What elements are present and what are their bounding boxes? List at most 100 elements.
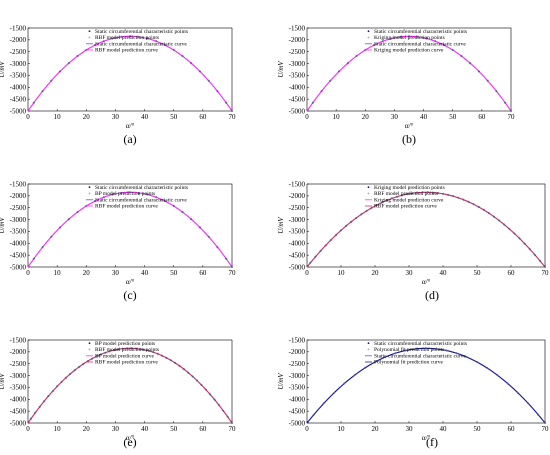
data-point-plus bbox=[431, 191, 434, 194]
data-point-plus bbox=[117, 348, 120, 351]
legend-swatch bbox=[88, 348, 91, 351]
x-tick-label: 40 bbox=[141, 269, 149, 277]
x-tick-label: 0 bbox=[26, 113, 30, 121]
data-point-plus bbox=[467, 200, 470, 204]
data-point-plus bbox=[497, 219, 501, 222]
legend-swatch bbox=[367, 192, 370, 195]
x-tick-label: 50 bbox=[474, 269, 482, 277]
x-tick-label: 20 bbox=[372, 425, 380, 433]
data-point-plus bbox=[311, 101, 315, 104]
legend-entry: Polynomial fit prediction points bbox=[374, 346, 444, 353]
y-tick-label: -4500 bbox=[10, 407, 27, 415]
data-point-plus bbox=[373, 360, 377, 364]
y-tick-label: -4000 bbox=[10, 84, 27, 92]
data-point-plus bbox=[42, 400, 46, 403]
data-point-plus bbox=[125, 347, 129, 350]
plot-frame bbox=[27, 339, 233, 424]
x-tick-label: 60 bbox=[199, 113, 207, 121]
data-point-plus bbox=[222, 409, 225, 412]
data-point-plus bbox=[384, 355, 387, 359]
data-point-plus bbox=[435, 347, 438, 351]
data-point-plus bbox=[436, 191, 440, 195]
data-point-plus bbox=[416, 35, 419, 39]
x-tick-label: 0 bbox=[305, 269, 309, 277]
y-tick-label: -3500 bbox=[289, 228, 306, 236]
data-point-plus bbox=[198, 70, 202, 73]
y-tick-label: -1500 bbox=[10, 180, 27, 188]
data-point-plus bbox=[32, 257, 36, 260]
data-point-plus bbox=[191, 375, 194, 378]
data-point-plus bbox=[120, 191, 123, 195]
data-point-plus bbox=[441, 192, 445, 196]
x-tick-label: 40 bbox=[141, 113, 149, 121]
data-point-plus bbox=[111, 37, 114, 40]
data-point-plus bbox=[329, 79, 332, 82]
data-point-plus bbox=[128, 35, 132, 38]
panel-label: (b) bbox=[402, 132, 416, 146]
data-point-plus bbox=[537, 413, 540, 416]
x-tick-label: 60 bbox=[478, 113, 486, 121]
x-tick-label: 0 bbox=[305, 113, 309, 121]
y-tick-label: -2000 bbox=[10, 36, 27, 44]
data-point-plus bbox=[503, 223, 506, 226]
x-tick-label: 10 bbox=[54, 425, 62, 433]
data-point-plus bbox=[401, 194, 404, 197]
data-point-plus bbox=[472, 203, 475, 206]
data-point-plus bbox=[165, 356, 168, 360]
y-tick-label: -2500 bbox=[289, 204, 306, 212]
data-point-plus bbox=[355, 54, 358, 58]
legend-entry: BP model prediction points bbox=[95, 341, 155, 347]
legend-entry: Static circumferential characteristic cu… bbox=[374, 352, 466, 359]
data-point-plus bbox=[181, 54, 184, 58]
data-point-plus bbox=[67, 217, 70, 221]
data-point-plus bbox=[319, 249, 322, 253]
data-point-plus bbox=[487, 211, 491, 215]
data-point-plus bbox=[370, 206, 373, 210]
y-tick-label: -2000 bbox=[289, 36, 306, 44]
data-point-plus bbox=[385, 199, 389, 202]
x-tick-label: 30 bbox=[112, 269, 120, 277]
data-point-plus bbox=[146, 193, 149, 196]
y-tick-label: -4000 bbox=[10, 240, 27, 248]
data-point-plus bbox=[93, 43, 97, 47]
chart-panel-d: 0 10 20 30 40 50 60 70 -1500 -2000 -2500 -3000 -3500… bbox=[277, 180, 549, 302]
data-point-plus bbox=[51, 389, 54, 393]
y-tick-label: -2500 bbox=[10, 360, 27, 368]
data-point-plus bbox=[506, 382, 509, 385]
data-point-plus bbox=[477, 70, 481, 73]
legend-swatch bbox=[367, 36, 370, 39]
data-point-plus bbox=[416, 191, 419, 194]
y-tick-label: -5000 bbox=[10, 107, 27, 115]
data-point-plus bbox=[95, 355, 98, 358]
data-point-plus bbox=[90, 357, 94, 360]
data-point-plus bbox=[526, 401, 530, 405]
x-tick-label: 20 bbox=[83, 113, 91, 121]
data-point-plus bbox=[486, 366, 489, 370]
legend-swatch bbox=[88, 342, 91, 345]
data-point-plus bbox=[406, 192, 409, 196]
legend-entry: Kriging model prediction curve bbox=[374, 48, 444, 54]
data-point-plus bbox=[187, 371, 190, 374]
x-tick-label: 40 bbox=[420, 113, 428, 121]
x-tick-label: 40 bbox=[440, 425, 448, 433]
legend-entry: Static circumferential characteristic cu… bbox=[95, 196, 187, 203]
data-point-plus bbox=[120, 35, 123, 39]
data-point-plus bbox=[181, 210, 184, 214]
chart-panel-f: 0 10 20 30 40 50 60 70 -1500 -2000 -2500 -3000 -3500… bbox=[277, 336, 549, 449]
y-tick-label: -4500 bbox=[10, 251, 27, 259]
x-tick-label: 70 bbox=[229, 425, 237, 433]
legend-swatch bbox=[88, 30, 91, 33]
data-point-plus bbox=[50, 79, 53, 82]
data-point-plus bbox=[380, 201, 383, 204]
y-tick-label: -2500 bbox=[289, 48, 306, 56]
y-tick-label: -3000 bbox=[10, 60, 27, 68]
data-point-plus bbox=[99, 353, 103, 356]
data-point-plus bbox=[394, 352, 397, 355]
x-tick-label: 20 bbox=[83, 425, 91, 433]
data-point-plus bbox=[445, 349, 448, 352]
legend-entry: Static circumferential characteristic po… bbox=[374, 28, 467, 35]
data-point-plus bbox=[207, 235, 210, 238]
legend-entry: RBF model prediction curve bbox=[374, 204, 437, 210]
data-point-plus bbox=[130, 347, 133, 350]
